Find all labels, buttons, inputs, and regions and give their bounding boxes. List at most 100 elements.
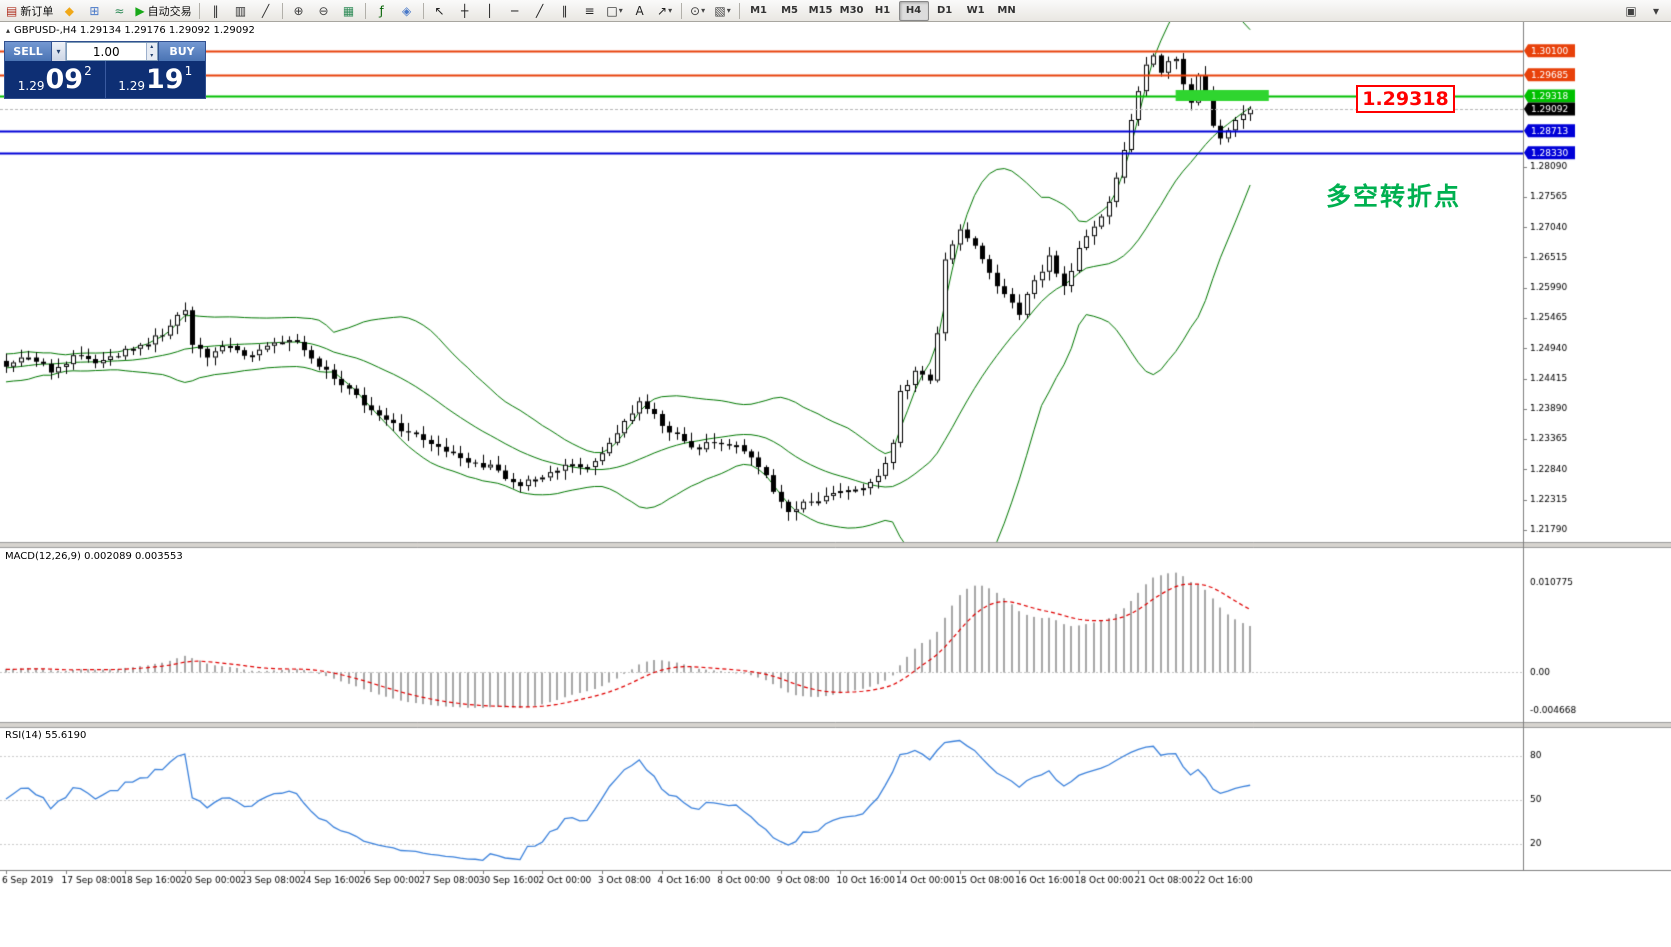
tf-m1-button[interactable]: M1 <box>744 1 774 21</box>
zoom-out-button[interactable]: ⊖ <box>312 1 336 21</box>
tick-chart-button[interactable]: ≈ <box>107 1 131 21</box>
price-callout-box[interactable]: 1.29318 <box>1356 85 1455 113</box>
autotrading-button[interactable]: ▶ 自动交易 <box>132 1 194 21</box>
periods-button[interactable]: ⊙ ▾ <box>686 1 710 21</box>
fibonacci-icon: ≡ <box>584 3 595 18</box>
turning-point-annotation[interactable]: 多空转折点 <box>1326 182 1462 211</box>
volume-down-icon[interactable]: ▾ <box>146 51 157 60</box>
candles-mode-button[interactable]: ▥ <box>229 1 253 21</box>
new-order-icon: ▤ <box>6 3 18 18</box>
one-click-top-row: SELL ▾ ▴ ▾ BUY <box>5 42 205 61</box>
toolbar: ▤ 新订单 ◆ ⊞ ≈ ▶ 自动交易 ‖ ▥ ╱ ⊕ ⊖ ▦ ƒ ◈ ↖ ┼ │ ─ ╱ ∥ ≡ □ ▾ A ↗ ▾ ⊙ ▾ ▧ ▾ M1 M5… <box>0 0 1671 22</box>
tf-w1-button-label: W1 <box>966 5 985 16</box>
crosshair-button[interactable]: ┼ <box>453 1 477 21</box>
line-mode-button[interactable]: ╱ <box>254 1 278 21</box>
tf-m15-button[interactable]: M15 <box>806 1 836 21</box>
new-order-button-label: 新订单 <box>20 4 54 18</box>
indicators-button[interactable]: ƒ <box>370 1 394 21</box>
tf-h1-button[interactable]: H1 <box>868 1 898 21</box>
tf-h4-button-label: H4 <box>905 5 922 16</box>
chart-canvas[interactable] <box>0 22 1671 947</box>
new-order-button[interactable]: ▤ 新订单 <box>3 1 56 21</box>
shapes-button-dropdown-icon: ▾ <box>618 6 623 15</box>
channel-icon: ∥ <box>561 3 568 18</box>
toolbar-separator <box>364 2 366 19</box>
tf-m5-button[interactable]: M5 <box>775 1 805 21</box>
cursor-icon: ↖ <box>434 3 445 18</box>
toolbar-separator <box>422 2 424 19</box>
buy-price-small: 1.29 <box>118 79 145 93</box>
objects-list-button[interactable]: ◈ <box>395 1 419 21</box>
order-type-dropdown[interactable]: ▾ <box>52 42 66 61</box>
bars-mode-icon: ‖ <box>212 3 219 18</box>
tf-m30-button[interactable]: M30 <box>837 1 867 21</box>
mq-logo-icon-icon: ◆ <box>64 3 74 18</box>
text-button[interactable]: A <box>628 1 652 21</box>
zoom-in-button[interactable]: ⊕ <box>287 1 311 21</box>
shapes-button[interactable]: □ ▾ <box>603 1 627 21</box>
zoom-in-icon: ⊕ <box>293 3 304 18</box>
volume-box: ▴ ▾ <box>66 42 158 61</box>
periods-icon: ⊙ <box>690 3 701 18</box>
tf-h1-button-label: H1 <box>874 5 891 16</box>
buy-button[interactable]: BUY <box>158 42 205 61</box>
tf-mn-button-label: MN <box>997 5 1016 16</box>
indicators-icon: ƒ <box>379 3 384 18</box>
channel-button[interactable]: ∥ <box>553 1 577 21</box>
sell-price-big: 09 <box>45 64 84 95</box>
arrows-icon: ↗ <box>657 3 668 18</box>
templates-icon: ▧ <box>714 3 726 18</box>
vertical-line-icon: │ <box>485 3 494 18</box>
one-click-price-row: 1.29 09 2 1.29 19 1 <box>5 61 205 98</box>
tf-w1-button[interactable]: W1 <box>961 1 991 21</box>
sell-price-sup: 2 <box>84 64 92 78</box>
toolbar-separator <box>738 2 740 19</box>
toolbar-separator <box>680 2 682 19</box>
toolbar-separator <box>198 2 200 19</box>
one-click-trading-panel: SELL ▾ ▴ ▾ BUY 1.29 09 2 1.29 19 1 <box>4 41 206 99</box>
chart-collapse-icon[interactable]: ▴ <box>6 26 11 35</box>
templates-button[interactable]: ▧ ▾ <box>711 1 735 21</box>
tf-m15-button-label: M15 <box>808 5 833 16</box>
toolbar-overflow-icon: ▾ <box>1652 3 1660 18</box>
volume-up-icon[interactable]: ▴ <box>146 43 157 52</box>
volume-input[interactable] <box>67 43 146 60</box>
arrows-button[interactable]: ↗ ▾ <box>653 1 677 21</box>
tf-h4-button[interactable]: H4 <box>898 0 929 21</box>
line-mode-icon: ╱ <box>261 3 270 18</box>
text-icon: A <box>635 3 644 18</box>
toolbar-more-button[interactable]: ▣ <box>1619 1 1643 21</box>
mq-logo-icon[interactable]: ◆ <box>57 1 81 21</box>
bars-mode-button[interactable]: ‖ <box>204 1 228 21</box>
tf-d1-button[interactable]: D1 <box>930 1 960 21</box>
shapes-icon: □ <box>606 3 618 18</box>
toolbar-more-icon: ▣ <box>1625 3 1637 18</box>
chart-windows-button[interactable]: ⊞ <box>82 1 106 21</box>
crosshair-icon: ┼ <box>460 3 469 18</box>
grid-icon: ▦ <box>342 3 355 18</box>
buy-price-button[interactable]: 1.29 19 1 <box>104 61 206 98</box>
periods-button-dropdown-icon: ▾ <box>701 6 706 15</box>
toolbar-overflow-button[interactable]: ▾ <box>1644 1 1668 21</box>
vertical-line-button[interactable]: │ <box>478 1 502 21</box>
fibonacci-button[interactable]: ≡ <box>578 1 602 21</box>
rsi-indicator-label: RSI(14) 55.6190 <box>5 730 87 741</box>
cursor-button[interactable]: ↖ <box>428 1 452 21</box>
templates-button-dropdown-icon: ▾ <box>726 6 731 15</box>
tf-m5-button-label: M5 <box>781 5 799 16</box>
objects-list-icon: ◈ <box>401 3 412 18</box>
macd-indicator-label: MACD(12,26,9) 0.002089 0.003553 <box>5 551 183 562</box>
trendline-button[interactable]: ╱ <box>528 1 552 21</box>
sell-price-button[interactable]: 1.29 09 2 <box>5 61 105 98</box>
sell-button[interactable]: SELL <box>5 42 52 61</box>
grid-button[interactable]: ▦ <box>337 1 361 21</box>
chart-ohlc-header: ▴ GBPUSD-,H4 1.29134 1.29176 1.29092 1.2… <box>6 25 255 36</box>
tf-m30-button-label: M30 <box>839 5 864 16</box>
volume-stepper: ▴ ▾ <box>145 43 157 60</box>
horizontal-line-button[interactable]: ─ <box>503 1 527 21</box>
tf-mn-button[interactable]: MN <box>992 1 1022 21</box>
horizontal-line-icon: ─ <box>510 3 519 18</box>
autotrading-button-label: 自动交易 <box>147 4 192 18</box>
zoom-out-icon: ⊖ <box>318 3 329 18</box>
